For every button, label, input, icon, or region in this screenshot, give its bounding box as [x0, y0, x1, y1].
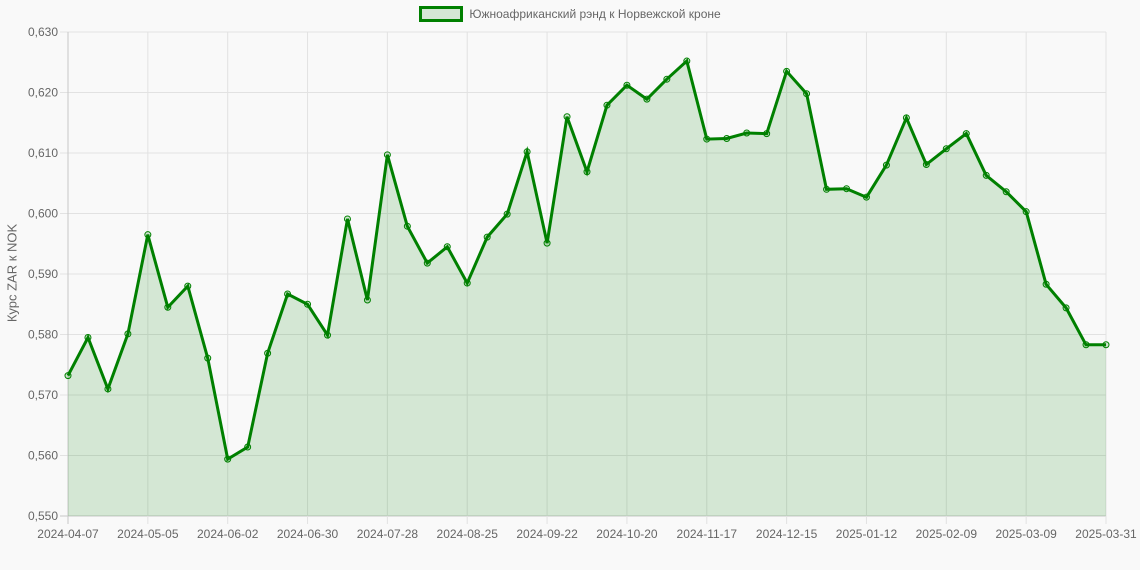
- data-point[interactable]: [862, 193, 870, 201]
- data-point[interactable]: [144, 231, 152, 239]
- data-point[interactable]: [423, 259, 431, 267]
- data-point[interactable]: [623, 81, 631, 89]
- data-point[interactable]: [463, 279, 471, 287]
- y-tick-label: 0,570: [28, 388, 58, 402]
- y-axis: 0,550 0,560 0,570 0,580 0,590 0,600 0,610 0,620…: [28, 25, 58, 523]
- data-point[interactable]: [124, 330, 132, 338]
- data-point[interactable]: [264, 349, 272, 357]
- area-fill: [68, 61, 1106, 516]
- data-point[interactable]: [982, 171, 990, 179]
- data-point[interactable]: [224, 455, 232, 463]
- y-tick-label: 0,590: [28, 267, 58, 281]
- data-point[interactable]: [64, 372, 72, 380]
- data-point[interactable]: [363, 296, 371, 304]
- x-tick-label: 2024-04-07: [37, 527, 99, 541]
- data-point[interactable]: [1002, 188, 1010, 196]
- data-point[interactable]: [563, 113, 571, 121]
- x-tick-label: 2025-02-09: [916, 527, 978, 541]
- grid-lines: [60, 31, 1107, 524]
- data-points: [64, 57, 1110, 463]
- data-point[interactable]: [743, 129, 751, 137]
- x-tick-label: 2024-12-15: [756, 527, 818, 541]
- data-point[interactable]: [1082, 341, 1090, 349]
- data-point[interactable]: [723, 134, 731, 142]
- x-tick-label: 2024-08-25: [437, 527, 499, 541]
- data-point[interactable]: [763, 130, 771, 138]
- data-point[interactable]: [1062, 304, 1070, 312]
- data-point[interactable]: [823, 185, 831, 193]
- data-point[interactable]: [244, 443, 252, 451]
- data-point[interactable]: [643, 95, 651, 103]
- x-axis: 2024-04-07 2024-05-05 2024-06-02 2024-06-30…: [37, 527, 1137, 541]
- data-point[interactable]: [483, 233, 491, 241]
- x-tick-label: 2024-11-17: [677, 527, 738, 541]
- data-point[interactable]: [503, 210, 511, 218]
- x-tick-label: 2024-06-02: [197, 527, 259, 541]
- x-tick-label: 2024-07-28: [357, 527, 419, 541]
- data-point[interactable]: [104, 385, 112, 393]
- data-point[interactable]: [902, 114, 910, 122]
- data-point[interactable]: [683, 57, 691, 65]
- data-point[interactable]: [523, 148, 531, 156]
- data-point[interactable]: [1022, 208, 1030, 216]
- data-point[interactable]: [324, 331, 331, 339]
- y-tick-label: 0,600: [28, 207, 58, 221]
- data-point[interactable]: [383, 151, 391, 159]
- data-point[interactable]: [703, 135, 711, 143]
- data-point[interactable]: [304, 300, 312, 308]
- y-tick-label: 0,630: [28, 25, 58, 39]
- data-line: [66, 58, 1106, 462]
- data-point[interactable]: [284, 290, 292, 298]
- data-point[interactable]: [543, 239, 551, 247]
- data-point[interactable]: [84, 334, 92, 342]
- data-point[interactable]: [1042, 280, 1050, 288]
- data-point[interactable]: [922, 160, 930, 168]
- data-point[interactable]: [663, 75, 671, 83]
- y-tick-label: 0,560: [28, 449, 58, 463]
- data-point[interactable]: [783, 67, 791, 75]
- data-point[interactable]: [882, 161, 890, 169]
- legend-label[interactable]: Южноафриканский рэнд к Норвежской кроне: [469, 7, 721, 21]
- data-point[interactable]: [603, 101, 611, 109]
- data-point[interactable]: [343, 215, 351, 223]
- data-point[interactable]: [403, 222, 411, 230]
- data-point[interactable]: [1102, 341, 1110, 349]
- x-tick-label: 2024-06-30: [277, 527, 339, 541]
- y-tick-label: 0,550: [28, 509, 58, 523]
- legend[interactable]: Южноафриканский рэнд к Норвежской кроне: [0, 6, 1140, 22]
- x-tick-label: 2024-09-22: [516, 527, 578, 541]
- data-point[interactable]: [164, 303, 172, 311]
- y-tick-label: 0,580: [28, 328, 58, 342]
- x-tick-label: 2024-10-20: [596, 527, 658, 541]
- y-tick-label: 0,620: [28, 86, 58, 100]
- data-point[interactable]: [942, 145, 950, 153]
- data-point[interactable]: [583, 168, 591, 176]
- data-point[interactable]: [843, 185, 850, 193]
- x-tick-label: 2025-03-31: [1075, 527, 1137, 541]
- data-point[interactable]: [204, 354, 212, 362]
- data-point[interactable]: [803, 90, 811, 98]
- x-tick-label: 2025-03-09: [995, 527, 1057, 541]
- x-tick-label: 2024-05-05: [117, 527, 179, 541]
- data-point[interactable]: [962, 130, 970, 138]
- data-point[interactable]: [184, 282, 192, 290]
- data-point[interactable]: [443, 243, 451, 251]
- x-tick-label: 2025-01-12: [836, 527, 898, 541]
- legend-swatch[interactable]: [419, 6, 464, 22]
- y-tick-label: 0,610: [28, 146, 58, 160]
